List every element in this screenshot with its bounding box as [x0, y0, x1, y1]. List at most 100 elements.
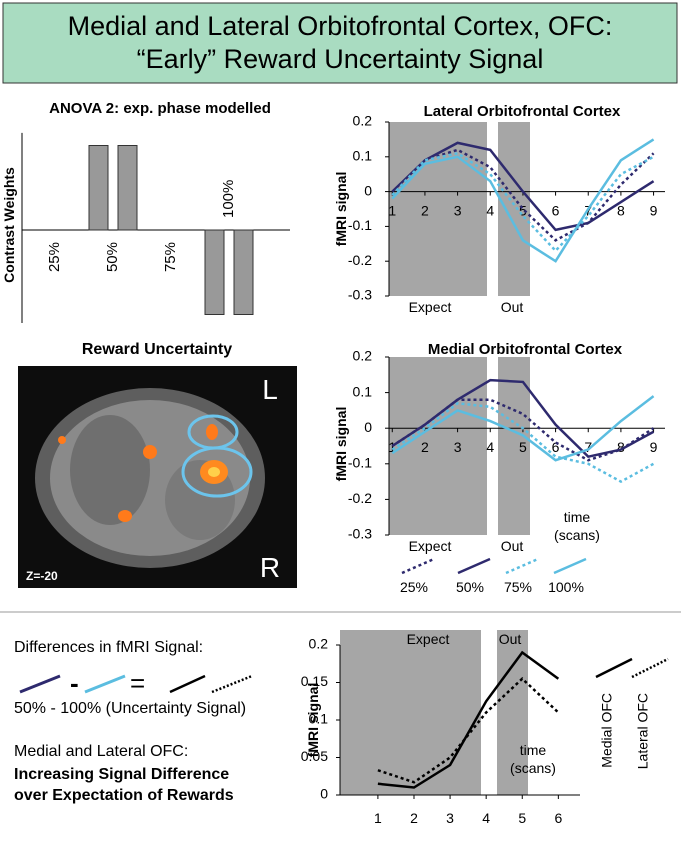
series-line	[377, 650, 560, 789]
x-tick-label: 9	[650, 439, 658, 455]
annotation: Out	[499, 631, 522, 647]
legend-label: 50%	[456, 579, 484, 595]
conclusion: over Expectation of Rewards	[14, 787, 234, 804]
roi-circle	[181, 446, 253, 498]
header-box	[2, 2, 678, 84]
activation-blob	[143, 445, 157, 459]
annotation: Expect	[409, 299, 452, 315]
bar	[233, 229, 254, 315]
x-tick-label: 4	[482, 810, 490, 826]
annotation: Expect	[409, 538, 452, 554]
legend-label: 100%	[548, 579, 584, 595]
x-tick-label: 100%	[220, 180, 237, 218]
bar	[117, 145, 138, 231]
brain-title: Reward Uncertainty	[82, 341, 232, 358]
legend-label: Lateral OFC	[635, 693, 651, 769]
legend-swatch	[631, 657, 669, 679]
series-line	[377, 677, 560, 784]
y-tick-label: -0.1	[348, 455, 372, 471]
activation-blob	[118, 510, 132, 522]
y-axis-label: fMRI signal	[305, 683, 321, 758]
y-tick-label: -0.1	[348, 217, 372, 233]
bar	[88, 145, 109, 231]
y-tick-label: 0.15	[301, 673, 328, 689]
legend-label: 25%	[400, 579, 428, 595]
phase-shade	[498, 122, 530, 296]
brain-image: Reward Uncertainty L R Z=-20	[18, 341, 297, 588]
phase-shade	[498, 357, 530, 535]
annotation: (scans)	[510, 760, 556, 776]
activation-blob	[206, 424, 218, 440]
x-tick-label: 1	[374, 810, 382, 826]
symbol-line	[84, 674, 126, 694]
y-tick-label: 0.05	[301, 748, 328, 764]
y-tick-label: -0.3	[348, 287, 372, 303]
x-tick-label: 3	[446, 810, 454, 826]
series-line	[391, 401, 655, 484]
annotation: (scans)	[554, 527, 600, 543]
activation-blob	[208, 467, 220, 477]
series-line	[391, 141, 655, 232]
legend-swatch	[457, 557, 491, 575]
legend-label: Medial OFC	[599, 693, 615, 768]
x-tick-label: 1	[388, 439, 396, 455]
series-line	[391, 395, 655, 462]
x-tick-label: 5	[519, 439, 527, 455]
y-axis-label: fMRI signal	[333, 407, 349, 482]
x-tick-label: 8	[617, 203, 625, 219]
y-tick-label: 0.1	[353, 383, 373, 399]
subheading: Medial and Lateral OFC:	[14, 743, 188, 760]
x-tick-label: 25%	[46, 242, 63, 272]
x-tick-label: 4	[486, 203, 494, 219]
y-tick-label: 0	[320, 786, 328, 802]
x-tick-label: 1	[388, 203, 396, 219]
x-tick-label: 6	[552, 439, 560, 455]
series-line	[391, 138, 655, 263]
y-axis-label: fMRI signal	[333, 172, 349, 247]
symbol-line	[211, 674, 253, 694]
x-tick-label: 4	[486, 439, 494, 455]
legend-label: 75%	[504, 579, 532, 595]
legend-swatch	[553, 557, 587, 575]
annotation: Expect	[407, 631, 450, 647]
annotation: time	[564, 509, 591, 525]
annotation: Out	[501, 299, 524, 315]
heading: Differences in fMRI Signal:	[14, 639, 203, 656]
header-title: Medial and Lateral Orbitofrontal Cortex,…	[68, 11, 613, 41]
x-tick-label: 6	[554, 810, 562, 826]
equals-sign: =	[130, 668, 145, 698]
annotation: Out	[501, 538, 524, 554]
symbol-line	[19, 674, 61, 694]
phase-shade	[340, 630, 481, 795]
minus-sign: -	[70, 668, 79, 698]
chart-title: ANOVA 2: exp. phase modelled	[49, 100, 271, 117]
legend-swatch	[595, 657, 633, 679]
x-tick-label: 9	[650, 203, 658, 219]
x-tick-label: 6	[552, 203, 560, 219]
conclusion: Increasing Signal Difference	[14, 766, 229, 783]
bar	[204, 229, 225, 315]
series-line	[391, 378, 655, 459]
y-tick-label: 0	[364, 419, 372, 435]
x-tick-label: 2	[410, 810, 418, 826]
y-tick-label: 0.1	[353, 148, 373, 164]
brain-tissue	[70, 415, 150, 525]
header-title: “Early” Reward Uncertainty Signal	[137, 44, 544, 74]
x-tick-label: 7	[584, 439, 592, 455]
y-tick-label: 0.2	[309, 636, 329, 652]
formula: 50% - 100% (Uncertainty Signal)	[14, 700, 246, 717]
x-tick-label: 3	[454, 203, 462, 219]
legend-swatch	[401, 557, 435, 575]
x-tick-label: 8	[617, 439, 625, 455]
y-axis-label: Contrast Weights	[1, 167, 17, 283]
y-tick-label: -0.2	[348, 252, 372, 268]
y-tick-label: 0.2	[353, 348, 373, 364]
x-tick-label: 50%	[104, 242, 121, 272]
bottom-text: Differences in fMRI Signal: - = 50% - 10…	[14, 639, 253, 804]
brain-right-label: R	[260, 552, 280, 583]
y-tick-label: 0.1	[309, 711, 329, 727]
chart-title: Lateral Orbitofrontal Cortex	[424, 103, 621, 120]
